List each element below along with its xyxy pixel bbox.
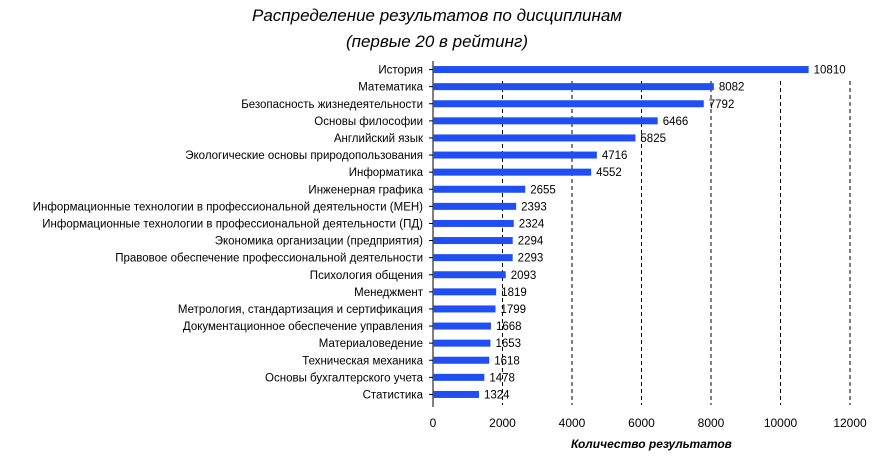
category-label: Безопасность жизнедеятельности	[241, 99, 423, 111]
data-label: 8082	[719, 82, 745, 94]
data-label: 2393	[521, 201, 547, 213]
data-label: 4552	[596, 167, 622, 179]
category-label: Психология общения	[310, 270, 423, 282]
bar	[433, 185, 526, 193]
category-label: Информационные технологии в профессионал…	[33, 201, 423, 213]
data-label: 1668	[496, 321, 522, 333]
bar	[433, 134, 636, 142]
category-label: Метрология, стандартизация и сертификаци…	[178, 304, 423, 316]
category-label: Экологические основы природопользования	[185, 150, 423, 162]
bar	[433, 151, 597, 159]
data-label: 1324	[484, 389, 510, 401]
bar	[433, 237, 513, 245]
data-label: 2294	[518, 236, 544, 248]
bar	[433, 271, 506, 279]
category-label: Информационные технологии в профессионал…	[42, 218, 423, 230]
data-label: 5825	[640, 133, 666, 145]
bar	[433, 66, 809, 74]
x-axis-label: Количество результатов	[571, 437, 732, 451]
data-label: 1819	[501, 287, 527, 299]
bar	[433, 117, 658, 125]
bar	[433, 322, 491, 330]
chart-title-line2: (первые 20 в рейтинг)	[345, 32, 529, 51]
category-label: Инженерная графика	[308, 184, 423, 196]
x-tick-label: 8000	[698, 416, 725, 430]
category-label: Английский язык	[334, 133, 424, 145]
bar	[433, 202, 517, 210]
category-label: Материаловедение	[319, 338, 423, 350]
data-label: 1478	[489, 372, 515, 384]
bar	[433, 373, 485, 381]
category-label: Техническая механика	[302, 355, 423, 367]
bar	[433, 100, 704, 108]
data-label: 10810	[814, 65, 846, 77]
x-tick-label: 2000	[489, 416, 516, 430]
x-tick-label: 12000	[833, 416, 867, 430]
data-label: 2324	[519, 218, 545, 230]
data-label: 1799	[501, 304, 527, 316]
bar	[433, 83, 714, 91]
bar	[433, 168, 592, 176]
category-label: Математика	[358, 82, 423, 94]
x-tick-label: 4000	[559, 416, 586, 430]
category-label: Информатика	[349, 167, 424, 179]
data-label: 4716	[602, 150, 628, 162]
category-label: Экономика организации (предприятия)	[215, 236, 423, 248]
category-label: Документационное обеспечение управления	[183, 321, 423, 333]
bar	[433, 390, 480, 398]
bar	[433, 339, 491, 347]
category-label: Статистика	[363, 389, 424, 401]
x-tick-label: 6000	[628, 416, 655, 430]
data-label: 7792	[709, 99, 735, 111]
data-label: 2293	[518, 253, 544, 265]
bar	[433, 288, 497, 296]
bar	[433, 219, 514, 227]
category-label: Основы философии	[314, 116, 423, 128]
category-label: Менеджмент	[354, 287, 424, 299]
data-label: 6466	[663, 116, 689, 128]
chart-title-line1: Распределение результатов по дисциплинам	[252, 6, 622, 25]
data-label: 2093	[511, 270, 537, 282]
category-label: Правовое обеспечение профессиональной де…	[115, 253, 423, 265]
data-label: 2655	[530, 184, 556, 196]
x-tick-label: 10000	[764, 416, 798, 430]
bar	[433, 254, 513, 262]
bar	[433, 305, 496, 313]
category-label: История	[378, 65, 423, 77]
data-label: 1618	[494, 355, 520, 367]
x-tick-label: 0	[430, 416, 437, 430]
data-label: 1653	[495, 338, 521, 350]
bar	[433, 356, 490, 364]
category-label: Основы бухгалтерского учета	[265, 372, 424, 384]
